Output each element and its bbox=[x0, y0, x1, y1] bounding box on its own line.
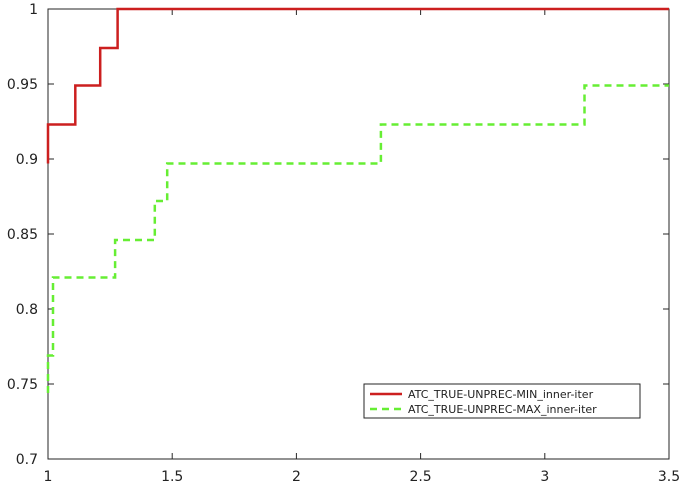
y-tick-label: 0.85 bbox=[7, 227, 38, 243]
legend-label-2: ATC_TRUE-UNPREC-MAX_inner-iter bbox=[408, 403, 597, 416]
x-tick-label: 3 bbox=[540, 469, 549, 485]
legend-label-1: ATC_TRUE-UNPREC-MIN_inner-iter bbox=[408, 388, 594, 401]
x-tick-label: 2.5 bbox=[409, 469, 431, 485]
series-line-1 bbox=[46, 7, 669, 164]
x-tick-label: 3.5 bbox=[658, 469, 680, 485]
y-tick-label: 0.7 bbox=[16, 452, 38, 468]
y-tick-label: 1 bbox=[29, 2, 38, 18]
x-tick-label: 2 bbox=[292, 469, 301, 485]
y-tick-label: 0.9 bbox=[16, 152, 38, 168]
y-tick-label: 0.8 bbox=[16, 302, 38, 318]
legend-box bbox=[363, 383, 641, 419]
y-tick-label: 0.95 bbox=[7, 77, 38, 93]
x-tick-label: 1.5 bbox=[161, 469, 183, 485]
series-line-2 bbox=[46, 84, 669, 393]
x-tick-label: 1 bbox=[44, 469, 53, 485]
y-tick-label: 0.75 bbox=[7, 377, 38, 393]
